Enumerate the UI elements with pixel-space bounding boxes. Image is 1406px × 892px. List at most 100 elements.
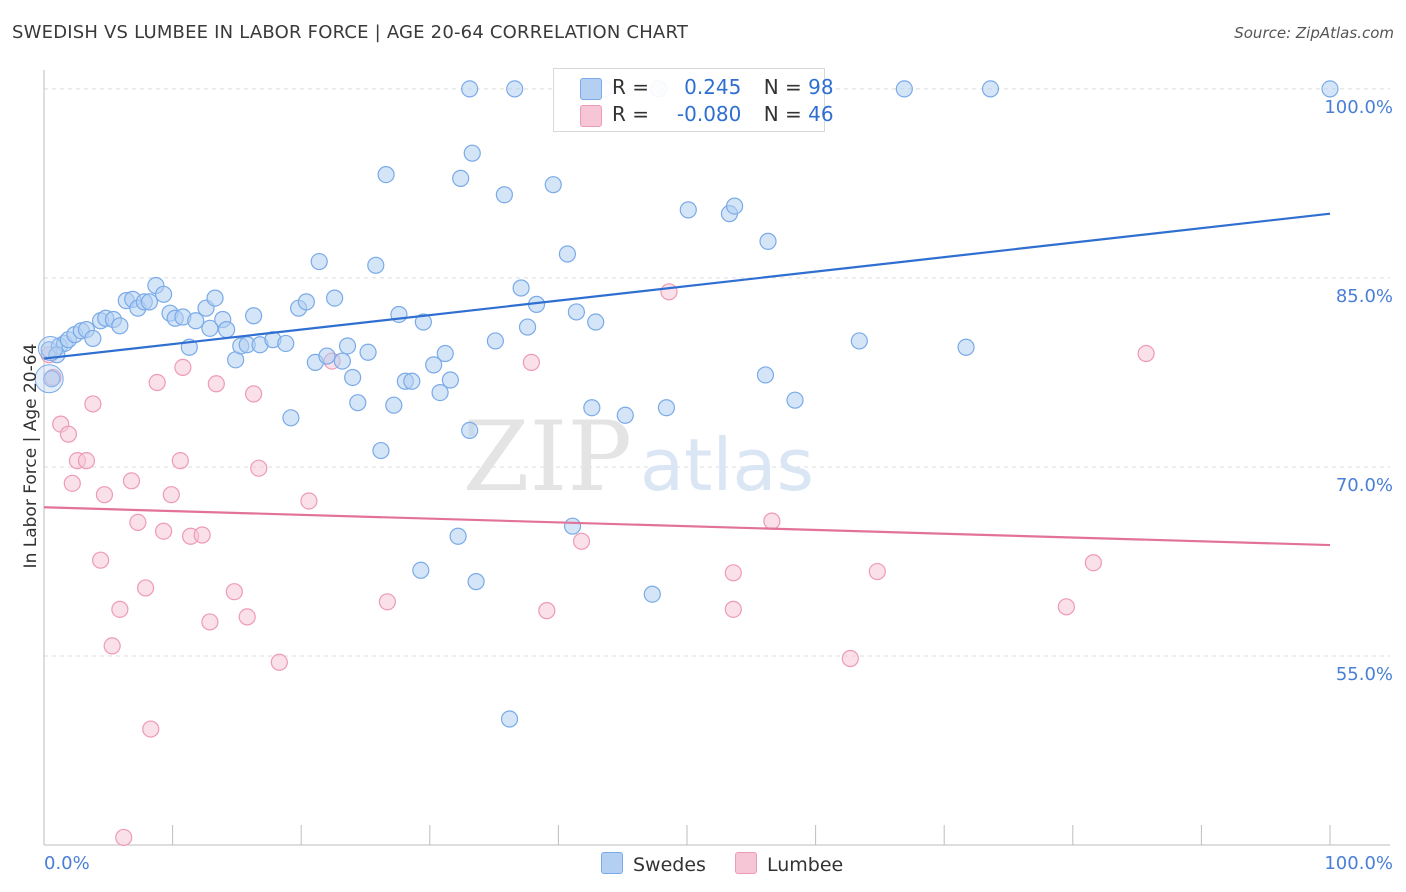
swedes-point bbox=[297, 293, 315, 311]
lumbee-point bbox=[111, 600, 129, 618]
swedes-point bbox=[385, 396, 403, 414]
lumbee-point bbox=[63, 474, 81, 492]
y-axis-label: In Labor Force | Age 20-64 bbox=[21, 344, 41, 569]
legend-r-label: R = bbox=[612, 75, 656, 99]
correlation-legend: R = 0.245 N = 98 R = -0.080 N = 46 bbox=[553, 68, 834, 132]
swedes-point bbox=[326, 289, 344, 307]
lumbee-point bbox=[136, 579, 155, 597]
swedes-point bbox=[486, 332, 504, 350]
swedes-points bbox=[34, 80, 1339, 728]
watermark: ZIP atlas bbox=[463, 401, 814, 513]
swedes-point bbox=[587, 313, 605, 331]
swedes-point bbox=[349, 394, 367, 412]
bottom-swatch-lumbee bbox=[735, 852, 757, 874]
swedes-point bbox=[310, 252, 328, 271]
swedes-point bbox=[759, 232, 777, 250]
lumbee-point bbox=[572, 532, 591, 550]
legend-swatch-swedes bbox=[580, 78, 602, 100]
swedes-point bbox=[84, 329, 102, 348]
swedes-point bbox=[786, 391, 804, 409]
swedes-point bbox=[500, 710, 519, 728]
source-credit: Source: ZipAtlas.com bbox=[1234, 24, 1394, 42]
swedes-point bbox=[643, 585, 661, 603]
lumbee-point bbox=[174, 358, 192, 376]
lumbee-point bbox=[868, 562, 886, 581]
lumbee-point bbox=[763, 512, 781, 530]
lumbee-point bbox=[103, 637, 121, 655]
bottom-legend-lumbee: Lumbee bbox=[735, 852, 843, 876]
lumbee-point bbox=[207, 375, 225, 393]
lumbee-point bbox=[142, 720, 160, 738]
swedes-point bbox=[431, 384, 449, 402]
swedes-point bbox=[467, 573, 485, 591]
lumbee-point bbox=[171, 452, 189, 470]
bottom-legend-label-lumbee: Lumbee bbox=[767, 854, 844, 876]
swedes-point bbox=[333, 352, 351, 370]
x-tick-label: 100.0% bbox=[1324, 853, 1393, 874]
swedes-point bbox=[725, 197, 744, 215]
y-tick-label: 85.0% bbox=[1336, 286, 1393, 307]
swedes-point bbox=[518, 318, 537, 336]
swedes-point bbox=[140, 293, 159, 311]
lumbee-point bbox=[91, 551, 110, 569]
lumbee-point bbox=[95, 486, 114, 504]
lumbee-point bbox=[841, 649, 859, 668]
lumbee-point bbox=[84, 395, 102, 413]
legend-n-value-lumbee: 46 bbox=[808, 102, 834, 126]
lumbee-point bbox=[193, 526, 211, 544]
swedes-point bbox=[558, 245, 577, 263]
lumbee-point bbox=[724, 564, 742, 582]
chart-title: SWEDISH VS LUMBEE IN LABOR FORCE | AGE 2… bbox=[12, 22, 689, 43]
x-tick-label: 0.0% bbox=[44, 853, 90, 874]
swedes-point bbox=[245, 307, 263, 325]
lumbee-point bbox=[238, 608, 256, 626]
bottom-swatch-swedes bbox=[601, 852, 623, 874]
lumbee-point bbox=[115, 828, 133, 847]
swedes-point bbox=[277, 334, 295, 353]
swedes-point bbox=[452, 169, 470, 187]
y-tick-label: 70.0% bbox=[1336, 475, 1393, 496]
swedes-point bbox=[461, 80, 479, 98]
lumbee-point bbox=[660, 283, 678, 301]
swedes-point bbox=[282, 409, 300, 427]
swedes-point bbox=[441, 371, 459, 389]
bottom-legend-swedes: Swedes bbox=[601, 852, 706, 876]
swedes-point bbox=[48, 346, 66, 364]
swedes-point bbox=[544, 176, 562, 194]
swedes-point bbox=[463, 144, 481, 162]
swedes-point bbox=[367, 256, 385, 274]
lumbee-point bbox=[1057, 598, 1075, 616]
swedes-point bbox=[34, 364, 64, 394]
swedes-point bbox=[449, 527, 467, 545]
lumbee-point bbox=[245, 385, 263, 403]
legend-n-value-swedes: 98 bbox=[808, 75, 834, 99]
swedes-point bbox=[616, 406, 634, 424]
swedes-point bbox=[111, 317, 129, 335]
lumbee-point bbox=[378, 593, 396, 611]
legend-r-value-lumbee: -0.080 bbox=[676, 102, 742, 126]
swedes-point bbox=[43, 370, 61, 388]
lumbee-point bbox=[1137, 344, 1155, 363]
lumbee-point bbox=[1084, 554, 1102, 572]
swedes-point bbox=[957, 338, 975, 356]
swedes-point bbox=[414, 313, 432, 331]
lumbee-point bbox=[162, 486, 180, 504]
legend-r-label: R = bbox=[612, 102, 656, 126]
swedes-point bbox=[37, 335, 63, 361]
swedes-point bbox=[436, 344, 454, 363]
lumbee-point bbox=[129, 513, 147, 531]
swedes-point bbox=[1321, 80, 1339, 98]
swedes-point bbox=[756, 366, 775, 384]
swedes-point bbox=[506, 80, 524, 98]
swedes-point bbox=[981, 80, 1000, 98]
legend-n-label: N = bbox=[763, 75, 809, 99]
swedes-point bbox=[372, 441, 390, 460]
swedes-point bbox=[187, 312, 205, 330]
axes-layer: 55.0% 70.0% 85.0% 100.0% 0.0% 100.0% bbox=[43, 70, 1393, 874]
lumbee-point bbox=[250, 459, 268, 477]
lumbee-point bbox=[300, 492, 318, 510]
swedes-point bbox=[512, 279, 530, 297]
lumbee-point bbox=[225, 583, 243, 601]
lumbee-point bbox=[154, 522, 173, 540]
